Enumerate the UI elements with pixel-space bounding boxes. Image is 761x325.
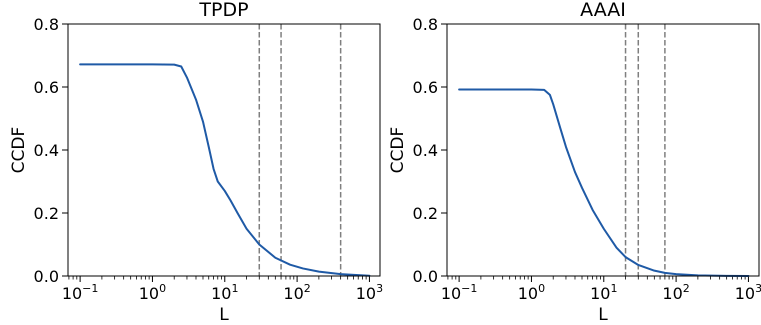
ccdf-line-aaai <box>458 88 750 277</box>
x-tick-label-aaai: 100 <box>518 282 545 303</box>
ccdf-line-tpdp <box>79 63 371 277</box>
y-tick-label-aaai: 0.6 <box>413 78 438 97</box>
plot-content-aaai: 10−1 100 101 102 103 0.0 0.2 0.4 0.6 0.8 <box>413 15 761 303</box>
axes-frame-tpdp <box>67 23 381 277</box>
x-tick-label-tpdp: 103 <box>356 282 383 303</box>
y-tick-label-tpdp: 0.4 <box>34 141 59 160</box>
y-axis-label-tpdp: CCDF <box>9 127 29 174</box>
x-tick-label-tpdp: 102 <box>283 282 310 303</box>
plot-content-tpdp: 10−1 100 101 102 103 0.0 0.2 0.4 0.6 0.8 <box>34 15 384 303</box>
y-tick-label-tpdp: 0.8 <box>34 15 59 34</box>
y-tick-label-aaai: 0.0 <box>413 267 438 286</box>
x-tick-label-tpdp: 100 <box>139 282 166 303</box>
x-tick-label-aaai: 101 <box>590 282 617 303</box>
x-tick-label-tpdp: 10−1 <box>62 282 99 303</box>
axes-frame-aaai <box>446 23 760 277</box>
chart-title-tpdp: TPDP <box>198 0 248 21</box>
y-axis-label-aaai: CCDF <box>388 127 408 174</box>
x-tick-label-tpdp: 101 <box>211 282 238 303</box>
y-tick-label-tpdp: 0.0 <box>34 267 59 286</box>
chart-title-aaai: AAAI <box>580 0 626 21</box>
x-tick-label-aaai: 10−1 <box>441 282 478 303</box>
x-tick-label-aaai: 103 <box>735 282 761 303</box>
y-tick-label-tpdp: 0.2 <box>34 204 59 223</box>
y-tick-label-aaai: 0.8 <box>413 15 438 34</box>
y-tick-label-aaai: 0.2 <box>413 204 438 223</box>
y-tick-label-tpdp: 0.6 <box>34 78 59 97</box>
x-axis-label-aaai: L <box>598 305 608 325</box>
x-axis-label-tpdp: L <box>219 305 229 325</box>
chart-panel-aaai: 10−1 100 101 102 103 0.0 0.2 0.4 0.6 0.8 AAAI L C… <box>388 0 761 325</box>
x-tick-label-aaai: 102 <box>662 282 689 303</box>
chart-panel-tpdp: 10−1 100 101 102 103 0.0 0.2 0.4 0.6 0.8 TPDP L C… <box>9 0 383 325</box>
y-tick-label-aaai: 0.4 <box>413 141 438 160</box>
